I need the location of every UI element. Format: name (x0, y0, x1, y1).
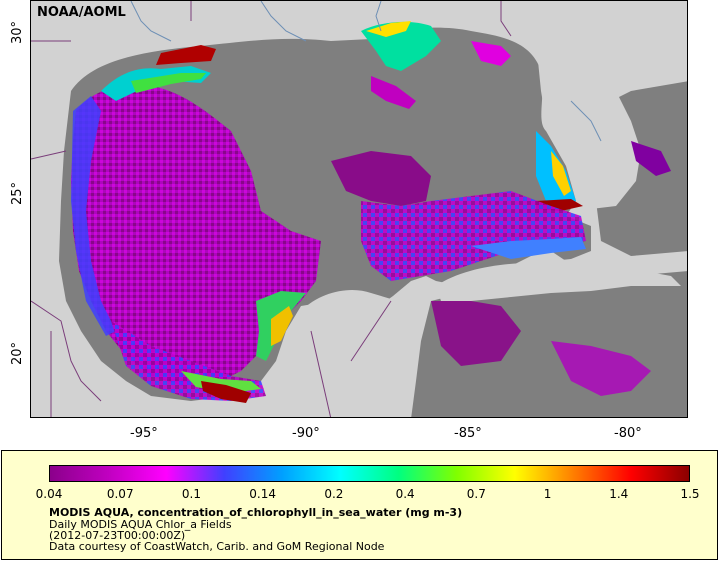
rivers (130, 1, 602, 142)
colorbar-tick-label: 1 (543, 487, 552, 501)
panhandle-coast-bloom (471, 41, 511, 66)
lat-label-25: 25° (10, 181, 26, 206)
legend-time: (2012-07-23T00:00:00Z) (49, 529, 186, 542)
lon-label-85w: -85° (454, 426, 482, 441)
florida-west-coast-yellow (551, 151, 571, 196)
campeche-red-band (201, 381, 251, 403)
cuba-north-coast (471, 237, 586, 259)
lon-label-80w: -80° (614, 426, 642, 441)
legend-panel: 0.04 0.07 0.1 0.14 0.2 0.4 0.7 1 1.4 1.5 MODIS AQ… (1, 450, 718, 560)
map-panel[interactable]: NOAA/AOML (30, 0, 688, 418)
lon-label-90w: -90° (292, 426, 320, 441)
legend-dataset: Daily MODIS AQUA Chlor_a Fields (49, 518, 232, 531)
mississippi-yellow (366, 21, 411, 37)
texas-coast-green (131, 73, 206, 93)
campeche-green-band (181, 371, 261, 393)
bahamas-bloom (631, 141, 671, 176)
legend-title: MODIS AQUA, concentration_of_chlorophyll… (49, 506, 463, 519)
caribbean-scattered (431, 301, 521, 366)
colorbar-tick-label: 0.14 (249, 487, 277, 501)
central-gulf-purple (331, 151, 431, 206)
attribution-label: NOAA/AOML (37, 5, 126, 20)
lat-label-20: 20° (10, 341, 26, 366)
lat-label-30: 30° (10, 20, 26, 45)
colorbar-tick-label: 0.7 (466, 487, 486, 501)
chlorophyll-map (31, 1, 687, 417)
yucatan-peninsula (276, 290, 391, 417)
mississippi-magenta-tongue (371, 76, 416, 109)
colorbar-tick-label: 1.5 (680, 487, 700, 501)
colorbar-tick-label: 0.2 (324, 487, 344, 501)
colorbar (49, 465, 690, 482)
florida-peninsula (536, 41, 641, 209)
yucatan-coast-yellow (271, 306, 293, 346)
political-boundaries (31, 1, 512, 417)
legend-credit: Data courtesy of CoastWatch, Carib. and … (49, 540, 385, 553)
cuba-island (436, 259, 681, 301)
colorbar-tick-label: 0.1 (181, 487, 201, 501)
tampaulipas-coastal-blue (71, 96, 116, 336)
florida-straits-bloom (361, 191, 586, 281)
colorbar-tick-label: 1.4 (609, 487, 629, 501)
colorbar-tick-label: 0.07 (106, 487, 134, 501)
colorbar-tick-label: 0.04 (35, 487, 63, 501)
caribbean-east-scatter (551, 341, 651, 396)
lon-label-95w: -95° (130, 426, 158, 441)
colorbar-tick-label: 0.4 (395, 487, 415, 501)
texas-coast-red (156, 45, 216, 65)
